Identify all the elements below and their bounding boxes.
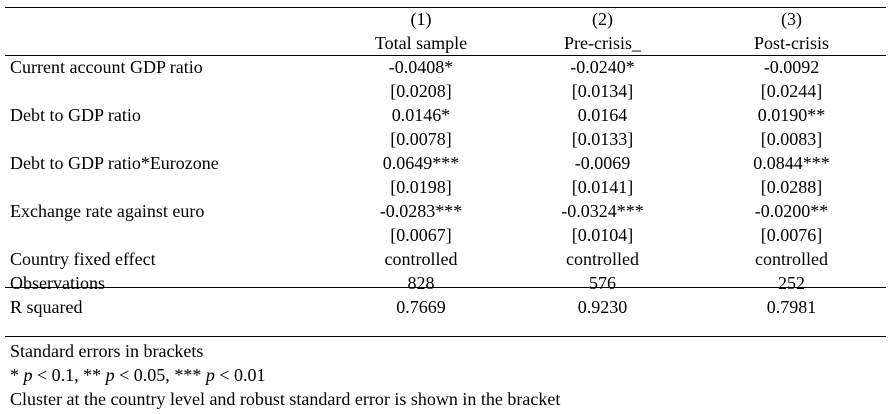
table-cell: [0.0076] — [760, 225, 823, 245]
sig-prefix: *** — [174, 365, 206, 385]
row-label — [5, 127, 334, 151]
table-cell: [0.0083] — [760, 129, 823, 149]
col-name: Total sample — [374, 33, 468, 53]
table-row: Debt to GDP ratio*Eurozone 0.0649*** -0.00… — [5, 151, 886, 175]
row-label — [5, 175, 334, 199]
table-row: R squared 0.7669 0.9230 0.7981 — [5, 295, 886, 319]
table-cell: [0.0141] — [571, 177, 634, 197]
table-cell: 0.7669 — [396, 297, 446, 317]
table-cell: -0.0240* — [570, 57, 635, 77]
table-row: [0.0078] [0.0133] [0.0083] — [5, 127, 886, 151]
table-notes: Standard errors in brackets * p < 0.1, *… — [10, 339, 886, 411]
coefficient-rows: Current account GDP ratio -0.0408* -0.0240… — [5, 55, 886, 271]
top-rule — [5, 7, 886, 8]
row-label: Debt to GDP ratio — [10, 105, 141, 125]
regression-table: (1) (2) (3) Total sample Pre-crisis_ Pos… — [5, 7, 886, 319]
table-cell: 0.9230 — [577, 297, 628, 317]
row-label — [5, 79, 334, 103]
table-row: [0.0198] [0.0141] [0.0288] — [5, 175, 886, 199]
col-name: Post-crisis — [753, 33, 829, 53]
sig-threshold: < 0.01 — [214, 365, 266, 385]
sig-variable: p — [205, 365, 215, 385]
row-label — [5, 223, 334, 247]
table-cell: -0.0069 — [574, 153, 631, 173]
note-cluster: Cluster at the country level and robust … — [10, 389, 561, 409]
table-row: Debt to GDP ratio 0.0146* 0.0164 0.0190** — [5, 103, 886, 127]
table-cell: [0.0288] — [760, 177, 823, 197]
row-label: Observations — [10, 273, 105, 293]
row-label: Country fixed effect — [10, 249, 156, 269]
row-label: Exchange rate against euro — [10, 201, 205, 221]
table-cell: -0.0092 — [763, 57, 820, 77]
table-cell: [0.0198] — [390, 177, 452, 197]
table-cell: -0.0324*** — [561, 201, 644, 221]
table-row: [0.0067] [0.0104] [0.0076] — [5, 223, 886, 247]
table-row: Country fixed effect controlled controlled… — [5, 247, 886, 271]
table-cell: 0.0190** — [757, 105, 826, 125]
table-cell: 252 — [778, 273, 805, 293]
header-blank — [5, 31, 334, 55]
note-standard-errors: Standard errors in brackets — [10, 341, 204, 361]
table-cell: controlled — [566, 249, 639, 269]
col-number: (1) — [410, 9, 432, 29]
body-rule — [5, 287, 886, 288]
table-cell: 0.0146* — [391, 105, 451, 125]
statistics-rows: Observations 828 576 252 R squared 0.7669 0.92… — [5, 271, 886, 319]
table-row: Current account GDP ratio -0.0408* -0.0240… — [5, 55, 886, 79]
table-cell: [0.0134] — [571, 81, 634, 101]
sig-variable: p — [105, 365, 115, 385]
table-cell: [0.0067] — [390, 225, 452, 245]
bottom-rule — [5, 336, 886, 337]
table-cell: [0.0078] — [390, 129, 452, 149]
table-cell: controlled — [384, 249, 458, 269]
header-row-names: Total sample Pre-crisis_ Post-crisis — [5, 31, 886, 55]
table-cell: 0.7981 — [766, 297, 817, 317]
note-significance: * p < 0.1, ** p < 0.05, *** p < 0.01 — [10, 363, 886, 387]
col-name: Pre-crisis_ — [564, 33, 641, 53]
table-cell: [0.0208] — [390, 81, 452, 101]
table-cell: 0.0649*** — [382, 153, 460, 173]
table-cell: -0.0200** — [754, 201, 829, 221]
table-cell: 576 — [589, 273, 616, 293]
sig-threshold: < 0.1, — [32, 365, 84, 385]
table-cell: [0.0133] — [571, 129, 634, 149]
header-blank — [5, 7, 334, 31]
table-cell: controlled — [755, 249, 828, 269]
row-label: Current account GDP ratio — [10, 57, 203, 77]
table-cell: -0.0283*** — [379, 201, 463, 221]
table-cell: [0.0244] — [760, 81, 823, 101]
sig-threshold: < 0.05, — [114, 365, 175, 385]
table-cell: -0.0408* — [388, 57, 454, 77]
sig-prefix: * — [10, 365, 24, 385]
table-row: Observations 828 576 252 — [5, 271, 886, 295]
col-number: (2) — [592, 9, 613, 29]
table-cell: 0.0164 — [577, 105, 628, 125]
table-cell: 0.0844*** — [753, 153, 830, 173]
sig-prefix: ** — [83, 365, 106, 385]
sig-variable: p — [23, 365, 33, 385]
col-number: (3) — [781, 9, 802, 29]
table-cell: 828 — [407, 273, 435, 293]
header-row-numbers: (1) (2) (3) — [5, 7, 886, 31]
row-label: R squared — [10, 297, 83, 317]
header-rule — [5, 55, 886, 56]
table-row: [0.0208] [0.0134] [0.0244] — [5, 79, 886, 103]
table-cell: [0.0104] — [571, 225, 634, 245]
row-label: Debt to GDP ratio*Eurozone — [10, 153, 219, 173]
table-row: Exchange rate against euro -0.0283*** -0.0… — [5, 199, 886, 223]
